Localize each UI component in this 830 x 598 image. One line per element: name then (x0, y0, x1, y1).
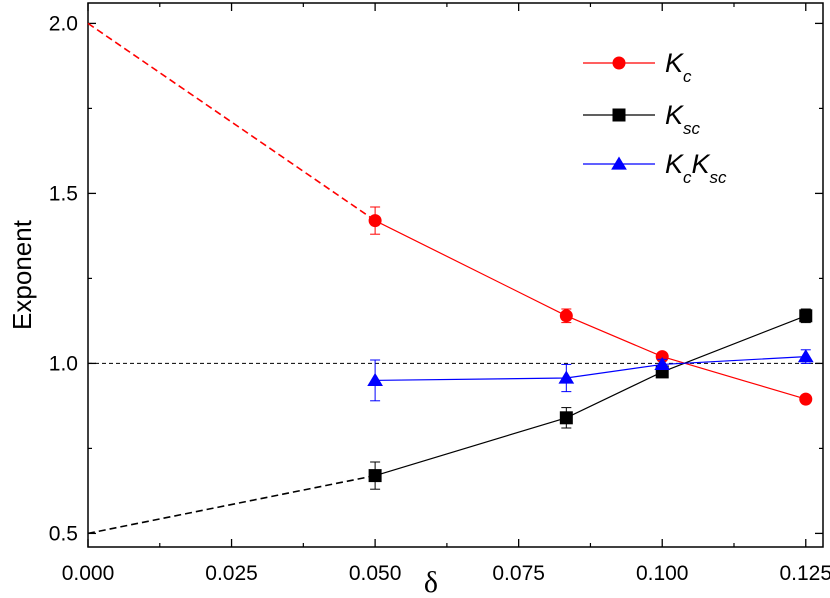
legend-label: KcKsc (665, 149, 727, 187)
data-point (799, 392, 813, 406)
data-point (559, 411, 573, 425)
legend-label: Kc (665, 48, 692, 86)
y-tick-label: 0.5 (49, 522, 78, 545)
legend-marker (612, 108, 626, 122)
data-point (368, 469, 382, 483)
data-point (799, 309, 813, 323)
ticks-layer: 0.000 0.025 0.050 0.075 0.100 0.125 0.5 1.0 1.5 2… (49, 3, 830, 585)
data-point (367, 372, 383, 387)
data-point (655, 350, 669, 364)
series-extrapolation-line (87, 474, 376, 535)
series-extrapolation-line (87, 22, 376, 222)
plot-frame (87, 2, 824, 548)
series-line (375, 356, 806, 381)
y-tick-label: 1.5 (49, 182, 78, 205)
series-layer (87, 22, 814, 535)
legend-entry: KcKsc (583, 149, 727, 187)
x-tick-label: 0.000 (62, 562, 115, 585)
y-axis-title: Exponent (7, 219, 37, 330)
y-tick-label: 1.0 (49, 352, 78, 375)
legend-entry: Ksc (583, 100, 701, 138)
legend-entry: Kc (583, 48, 692, 86)
x-tick-label: 0.100 (636, 562, 689, 585)
series-2 (367, 349, 814, 402)
series-line (374, 220, 806, 400)
series-line (374, 315, 806, 477)
series-0 (87, 22, 813, 406)
data-point (654, 356, 671, 371)
data-point (797, 349, 814, 363)
data-point (368, 214, 382, 228)
legend-marker (611, 156, 627, 170)
x-tick-label: 0.075 (492, 562, 545, 585)
x-tick-label: 0.050 (349, 562, 402, 585)
x-axis-title: δ (424, 566, 438, 598)
legend-label: Ksc (665, 100, 701, 138)
legend-marker (612, 56, 626, 70)
x-tick-label: 0.025 (205, 562, 258, 585)
data-point (558, 370, 575, 384)
data-point (559, 309, 573, 323)
x-tick-label: 0.125 (779, 562, 830, 585)
series-1 (87, 308, 813, 535)
y-tick-label: 2.0 (49, 12, 78, 35)
